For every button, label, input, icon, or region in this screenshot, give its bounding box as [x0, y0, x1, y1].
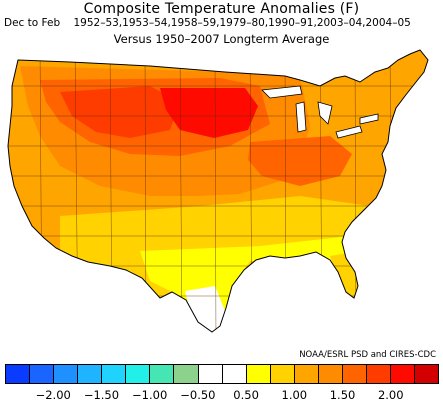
us-anomaly-map: [7, 49, 429, 333]
season-label: Dec to Feb: [4, 17, 61, 29]
legend-tick-label: 1.00: [281, 388, 308, 402]
period-line: Dec to Feb 1952–53,1953–54,1958–59,1979–…: [4, 17, 411, 29]
legend-swatch: [174, 365, 199, 383]
legend-swatch: [246, 365, 271, 383]
legend-swatch: [198, 365, 223, 383]
legend-tick-label: 2.00: [377, 388, 404, 402]
legend-tick-label: −1.00: [132, 388, 168, 402]
legend-swatch: [222, 365, 247, 383]
legend-tick-label: −2.00: [35, 388, 71, 402]
map-title: Composite Temperature Anomalies (F): [83, 1, 360, 17]
legend-swatch: [342, 365, 367, 383]
legend-swatch: [294, 365, 319, 383]
legend-tick-label: −1.50: [83, 388, 120, 402]
legend-swatch: [102, 365, 127, 383]
legend-swatch: [78, 365, 103, 383]
legend-tick-label: 0.50: [233, 388, 259, 402]
composite-years: 1952–53,1953–54,1958–59,1979–80,1990–91,…: [73, 17, 411, 29]
legend-swatch: [54, 365, 79, 383]
legend-swatch: [318, 365, 343, 383]
legend-swatch: [391, 365, 416, 383]
legend-tick-label: 1.50: [329, 388, 356, 402]
legend-ticks: −2.00 −1.50 −1.00 −0.50 0.50 1.00 1.50 2.00: [0, 388, 443, 402]
legend-swatch: [366, 365, 391, 383]
color-legend: [5, 364, 439, 384]
legend-swatch: [30, 365, 55, 383]
legend-swatch: [415, 365, 439, 383]
data-credit: NOAA/ESRL PSD and CIRES-CDC: [299, 350, 436, 360]
legend-tick-label: −0.50: [180, 388, 216, 402]
legend-swatch: [270, 365, 295, 383]
legend-swatch: [150, 365, 175, 383]
legend-swatch: [126, 365, 151, 383]
legend-swatch: [6, 365, 31, 383]
baseline-label: Versus 1950–2007 Longterm Average: [113, 32, 330, 46]
